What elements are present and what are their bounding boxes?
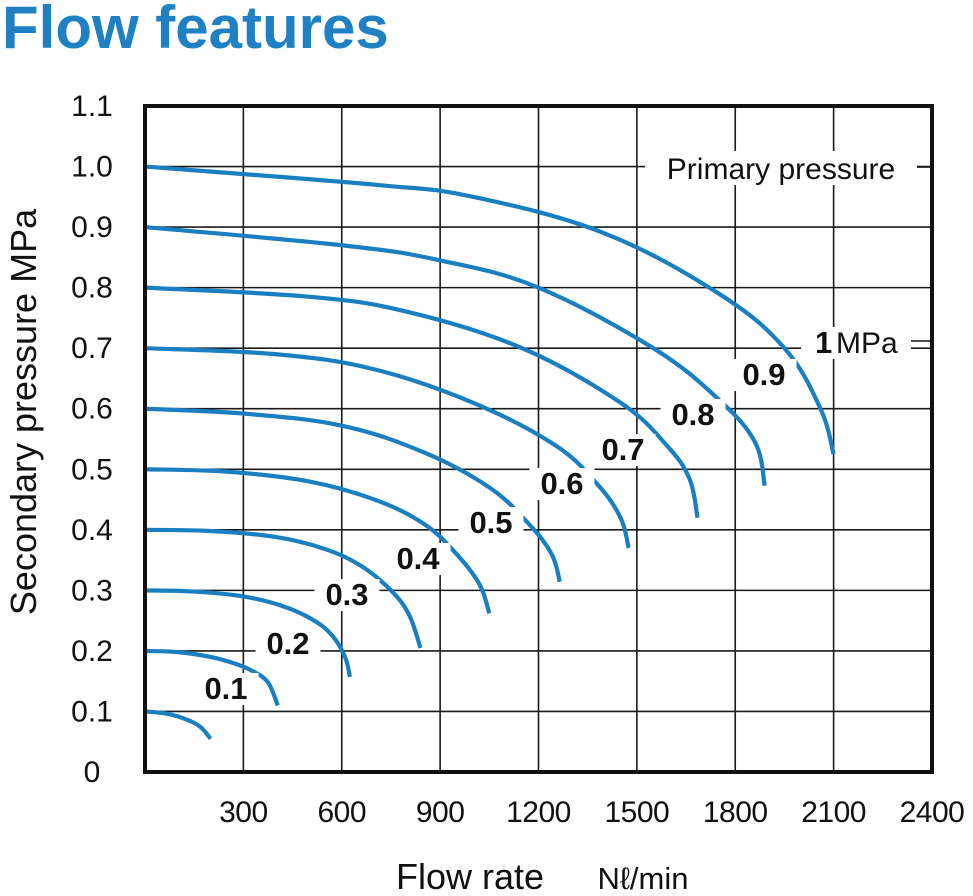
series-line-1 — [144, 164, 836, 455]
series-label-background — [458, 507, 524, 539]
series-label-0-3: 0.3 — [325, 577, 368, 612]
grid-layer — [145, 106, 932, 772]
x-tick-label: 1500 — [605, 796, 670, 829]
series-label-background — [731, 359, 797, 391]
x-tick-label: 2400 — [900, 796, 965, 829]
series-label-unit: MPa — [836, 327, 898, 360]
series-label-layer: Primary pressure 0.1 0.2 0.3 0.4 0.5 0.6 0.7 0.8… — [193, 151, 932, 706]
series-label-background — [660, 399, 726, 431]
series-line-0-8 — [144, 285, 700, 519]
plot-frame — [143, 104, 934, 774]
y-tick-label: 0.7 — [71, 332, 113, 365]
series-line-0-1 — [144, 709, 213, 741]
series-label-0-9: 0.9 — [742, 357, 785, 392]
series-line-0-9 — [144, 224, 767, 487]
series-label-0-4: 0.4 — [396, 541, 440, 576]
series-line-0-2 — [144, 648, 280, 707]
series-line-0-4 — [144, 527, 423, 649]
series-label-background — [590, 434, 656, 466]
x-tick-label: 2100 — [801, 796, 866, 829]
x-axis-label: Flow rate — [396, 856, 544, 896]
y-tick-label: 0.3 — [71, 574, 113, 607]
series-label-background — [385, 543, 451, 575]
series-label-1: 1 — [815, 325, 832, 360]
y-tick-label: 0.6 — [71, 393, 113, 426]
x-tick-label: 1800 — [703, 796, 768, 829]
plot-frame-layer — [143, 104, 934, 774]
legend-title: Primary pressure — [667, 153, 895, 186]
series-line-0-5 — [144, 467, 492, 615]
y-tick-label: 0 — [84, 756, 101, 789]
series-label-0-6: 0.6 — [540, 466, 583, 501]
series-line-0-6 — [144, 406, 562, 583]
y-tick-label: 1.1 — [71, 90, 113, 123]
x-axis-unit: Nℓ/min — [598, 861, 689, 896]
series-label-0-7: 0.7 — [601, 432, 644, 467]
y-tick-label: 0.9 — [71, 211, 113, 244]
series-label-background — [193, 673, 259, 705]
series-label-background — [529, 468, 595, 500]
series-line-0-7 — [144, 346, 631, 549]
y-tick-label: 0.4 — [71, 514, 113, 547]
y-tick-label: 1.0 — [71, 151, 113, 184]
series-line-0-3 — [144, 588, 353, 678]
series-label-0-1: 0.1 — [204, 671, 247, 706]
x-tick-label: 600 — [317, 796, 366, 829]
series-label-background — [314, 579, 380, 611]
series-layer — [144, 164, 836, 741]
series-label-background — [255, 628, 321, 660]
legend-title-background — [645, 151, 917, 185]
y-tick-label: 0.5 — [71, 453, 113, 486]
series-label-background — [801, 327, 911, 359]
x-tick-label: 300 — [219, 796, 268, 829]
y-axis-label: Secondary pressure MPa — [3, 208, 44, 615]
x-tick-label: 1200 — [506, 796, 571, 829]
y-tick-label: 0.2 — [71, 635, 113, 668]
series-label-0-5: 0.5 — [469, 505, 512, 540]
x-tick-label: 900 — [416, 796, 465, 829]
y-tick-label: 0.1 — [71, 695, 113, 728]
series-label-0-2: 0.2 — [266, 626, 309, 661]
series-label-0-8: 0.8 — [671, 397, 714, 432]
y-tick-label: 0.8 — [71, 272, 113, 305]
axis-layer: 0 0.1 0.2 0.3 0.4 0.5 0.6 0.7 0.8 0.9 1.0 1.1 300 600… — [3, 90, 965, 896]
chart-title: Flow features — [2, 0, 389, 61]
